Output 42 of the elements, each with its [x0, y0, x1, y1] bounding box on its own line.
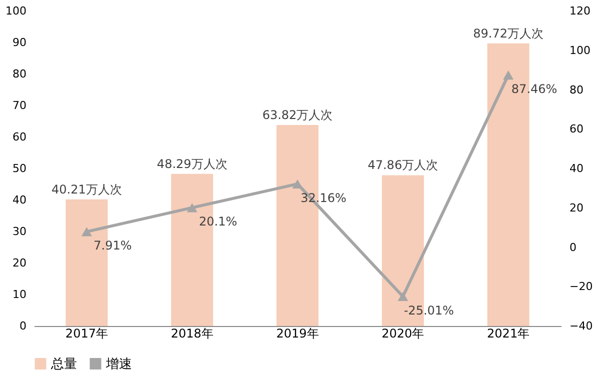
- x-tick-label: 2018年: [170, 326, 214, 340]
- y2-tick-label: −40: [570, 320, 593, 332]
- y-tick-label: 20: [12, 256, 26, 270]
- data-label: 7.91%: [94, 238, 132, 253]
- x-tick-label: 2020年: [382, 326, 424, 340]
- data-label: 48.29万人次: [156, 156, 228, 171]
- x-tick-label: 2019年: [276, 326, 319, 340]
- x-tick-label: 2021年: [487, 326, 530, 340]
- y-tick-label: 60: [12, 130, 26, 144]
- y-tick-label: 50: [12, 162, 26, 175]
- y-tick-label: 10: [12, 288, 26, 301]
- data-label: -25.01%: [404, 303, 454, 318]
- y2-tick-label: 0: [570, 240, 576, 254]
- y2-tick-label: 40: [570, 162, 584, 175]
- y-tick-label: 80: [12, 68, 26, 80]
- y2-tick-label: 120: [570, 4, 590, 18]
- y2-tick-label: −20: [570, 280, 593, 294]
- y-tick-label: 70: [12, 99, 26, 112]
- data-label: 32.16%: [300, 190, 346, 205]
- data-label: 89.72万人次: [473, 26, 544, 40]
- data-label: 87.46%: [511, 82, 558, 96]
- point: [81, 227, 92, 236]
- data-label: 63.82万人次: [262, 108, 333, 122]
- y2-tick-label: 100: [570, 44, 590, 57]
- y2-tick-label: 60: [570, 122, 584, 136]
- x-tick-label: 2017年: [65, 326, 108, 340]
- y2-tick-label: 20: [570, 201, 584, 214]
- y-tick-label: 40: [12, 194, 26, 206]
- data-label: 20.1%: [199, 214, 238, 229]
- legend-label: 增速: [105, 356, 132, 372]
- y-tick-label: 0: [20, 320, 26, 332]
- data-label: 40.21万人次: [52, 182, 122, 196]
- y-tick-label: 30: [12, 225, 26, 238]
- legend-label: 总量: [50, 356, 77, 372]
- data-label: 47.86万人次: [368, 158, 438, 172]
- point: [186, 203, 198, 212]
- point: [398, 292, 408, 302]
- point: [503, 70, 514, 80]
- y2-tick-label: 80: [570, 83, 584, 96]
- y-tick-label: 90: [12, 36, 26, 49]
- y-tick-label: 100: [6, 4, 26, 18]
- point: [292, 179, 303, 188]
